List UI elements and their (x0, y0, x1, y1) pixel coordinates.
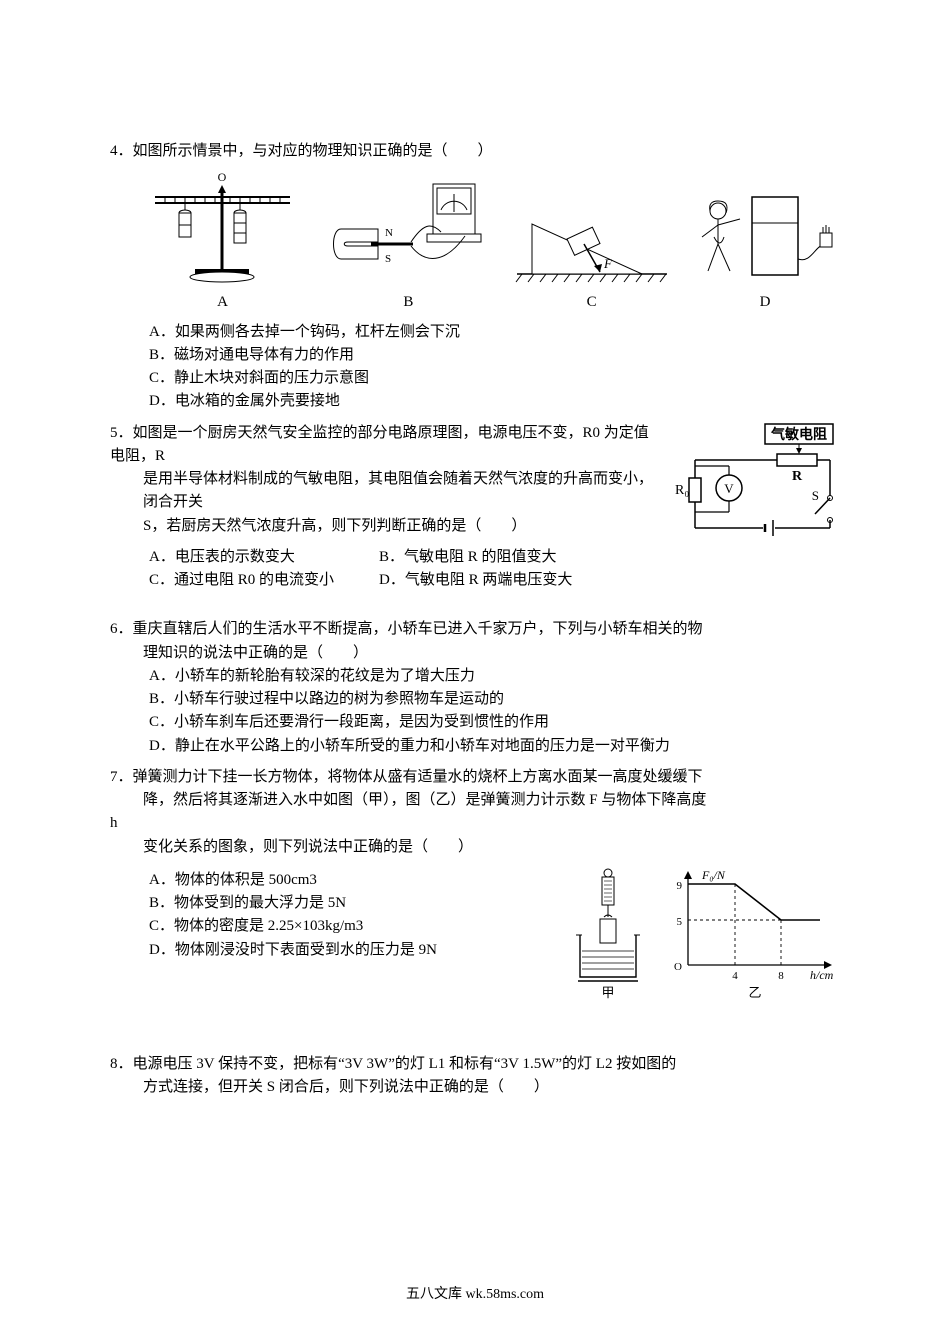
q5-circuit: 气敏电阻 R S (665, 422, 840, 537)
q7-origin: O (674, 961, 682, 973)
q5-stem-line1: 5．如图是一个厨房天然气安全监控的部分电路原理图，电源电压不变，R0 为定值电阻… (110, 422, 655, 469)
q4-fig-d (690, 189, 840, 289)
q6-stem1: 重庆直辖后人们的生活水平不断提高，小轿车已进入千家万户，下列与小轿车相关的物 (133, 621, 703, 637)
q4-fig-c-svg: F (512, 194, 672, 289)
exam-page: 4．如图所示情景中，与对应的物理知识正确的是（ ） O (0, 0, 950, 1344)
q4-opt-d: D．电冰箱的金属外壳要接地 (110, 390, 840, 413)
page-footer: 五八文库 wk.58ms.com (0, 1284, 950, 1306)
q4-caption-row: A B C D (110, 291, 840, 314)
q4-cap-c: C (512, 291, 672, 314)
q5-number: 5． (110, 425, 133, 441)
q5-circuit-v: V (724, 481, 734, 496)
q7-cap-jia: 甲 (601, 985, 614, 1000)
q7-fig-yi: F₀/N h/cm 9 5 O 4 8 (674, 868, 834, 1000)
q7-ytick-9: 9 (677, 880, 683, 892)
q7-h-line: h (110, 812, 840, 835)
q4-cap-d: D (690, 291, 840, 314)
q5-circuit-s: S (812, 488, 819, 503)
q6-stem-line2: 理知识的说法中正确的是（ ） (110, 642, 840, 665)
q7-xtick-4: 4 (732, 970, 738, 982)
q4-fig-b-label-n: N (385, 227, 393, 239)
q5-circuit-title: 气敏电阻 (770, 426, 827, 443)
question-5: 5．如图是一个厨房天然气安全监控的部分电路原理图，电源电压不变，R0 为定值电阻… (110, 422, 840, 593)
q6-opt-a: A．小轿车的新轮胎有较深的花纹是为了增大压力 (110, 665, 840, 688)
q4-number: 4． (110, 143, 133, 159)
q7-opt-a: A．物体的体积是 500cm3 (110, 869, 550, 892)
q7-opt-c: C．物体的密度是 2.25×103kg/m3 (110, 915, 550, 938)
q7-xtick-8: 8 (778, 970, 784, 982)
q5-circuit-svg: 气敏电阻 R S (665, 422, 840, 537)
q7-cap-yi: 乙 (748, 985, 761, 1000)
q5-opt-c: C．通过电阻 R0 的电流变小 (149, 569, 379, 592)
q7-figure-svg: 甲 F₀/N h/cm 9 (560, 865, 840, 1005)
q5-circuit-r: R (792, 469, 803, 484)
q7-stem-line1: 7．弹簧测力计下挂一长方物体，将物体从盛有适量水的烧杯上方离水面某一高度处缓缓下 (110, 766, 840, 789)
q4-fig-a-svg: O (140, 169, 305, 289)
q5-stem-line2: 是用半导体材料制成的气敏电阻，其电阻值会随着天然气浓度的升高而变小，闭合开关 (110, 468, 655, 515)
q4-fig-a-label-o: O (218, 170, 227, 184)
q5-opt-a: A．电压表的示数变大 (149, 546, 379, 569)
q6-stem-line1: 6．重庆直辖后人们的生活水平不断提高，小轿车已进入千家万户，下列与小轿车相关的物 (110, 618, 840, 641)
q7-stem-line3: 变化关系的图象，则下列说法中正确的是（ ） (110, 836, 840, 859)
q5-circuit-r0: R₀ (675, 483, 689, 498)
q7-stem1: 弹簧测力计下挂一长方物体，将物体从盛有适量水的烧杯上方离水面某一高度处缓缓下 (133, 769, 703, 785)
q7-graph-ylabel: F₀/N (701, 868, 726, 882)
q4-fig-a: O (140, 169, 305, 289)
q4-fig-c-label-f: F (603, 256, 613, 271)
q7-ytick-5: 5 (677, 916, 683, 928)
q6-number: 6． (110, 621, 133, 637)
q5-opt-row1: A．电压表的示数变大 B．气敏电阻 R 的阻值变大 (110, 546, 655, 569)
q5-opt-b: B．气敏电阻 R 的阻值变大 (379, 546, 557, 569)
q7-opt-b: B．物体受到的最大浮力是 5N (110, 892, 550, 915)
q5-opt-d: D．气敏电阻 R 两端电压变大 (379, 569, 572, 592)
q7-opt-d: D．物体刚浸没时下表面受到水的压力是 9N (110, 939, 550, 962)
q7-figure: 甲 F₀/N h/cm 9 (560, 865, 840, 1005)
question-8: 8．电源电压 3V 保持不变，把标有“3V 3W”的灯 L1 和标有“3V 1.… (110, 1053, 840, 1100)
q4-fig-c: F (512, 194, 672, 289)
q4-stem-text: 如图所示情景中，与对应的物理知识正确的是（ ） (133, 143, 493, 159)
q4-opt-c: C．静止木块对斜面的压力示意图 (110, 367, 840, 390)
q8-stem-line2: 方式连接，但开关 S 闭合后，则下列说法中正确的是（ ） (110, 1076, 840, 1099)
q4-figure-row: O (110, 169, 840, 289)
q7-graph-xlabel: h/cm (810, 968, 834, 982)
q4-fig-b-svg: N S (323, 174, 493, 289)
question-6: 6．重庆直辖后人们的生活水平不断提高，小轿车已进入千家万户，下列与小轿车相关的物… (110, 618, 840, 758)
q4-opt-a: A．如果两侧各去掉一个钩码，杠杆左侧会下沉 (110, 321, 840, 344)
q4-cap-a: A (140, 291, 305, 314)
question-7: 7．弹簧测力计下挂一长方物体，将物体从盛有适量水的烧杯上方离水面某一高度处缓缓下… (110, 766, 840, 1005)
q7-fig-jia: 甲 (576, 869, 640, 1000)
question-4: 4．如图所示情景中，与对应的物理知识正确的是（ ） O (110, 140, 840, 414)
q4-opt-b: B．磁场对通电导体有力的作用 (110, 344, 840, 367)
q6-opt-b: B．小轿车行驶过程中以路边的树为参照物车是运动的 (110, 688, 840, 711)
q4-fig-b: N S (323, 174, 493, 289)
q8-number: 8． (110, 1056, 133, 1072)
q4-fig-d-svg (690, 189, 840, 289)
q5-opt-row2: C．通过电阻 R0 的电流变小D．气敏电阻 R 两端电压变大 (110, 569, 655, 592)
q6-opt-d: D．静止在水平公路上的小轿车所受的重力和小轿车对地面的压力是一对平衡力 (110, 735, 840, 758)
q7-number: 7． (110, 769, 133, 785)
q4-cap-b: B (323, 291, 493, 314)
q8-stem1: 电源电压 3V 保持不变，把标有“3V 3W”的灯 L1 和标有“3V 1.5W… (133, 1056, 677, 1072)
q5-stem-line3: S，若厨房天然气浓度升高，则下列判断正确的是（ ） (110, 515, 655, 538)
q4-fig-b-label-s: S (385, 253, 391, 265)
q4-stem: 4．如图所示情景中，与对应的物理知识正确的是（ ） (110, 140, 840, 163)
q8-stem-line1: 8．电源电压 3V 保持不变，把标有“3V 3W”的灯 L1 和标有“3V 1.… (110, 1053, 840, 1076)
q6-opt-c: C．小轿车刹车后还要滑行一段距离，是因为受到惯性的作用 (110, 711, 840, 734)
q7-stem-line2: 降，然后将其逐渐进入水中如图（甲），图（乙）是弹簧测力计示数 F 与物体下降高度 (110, 789, 840, 812)
q5-stem1: 如图是一个厨房天然气安全监控的部分电路原理图，电源电压不变，R0 为定值电阻，R (110, 425, 649, 464)
